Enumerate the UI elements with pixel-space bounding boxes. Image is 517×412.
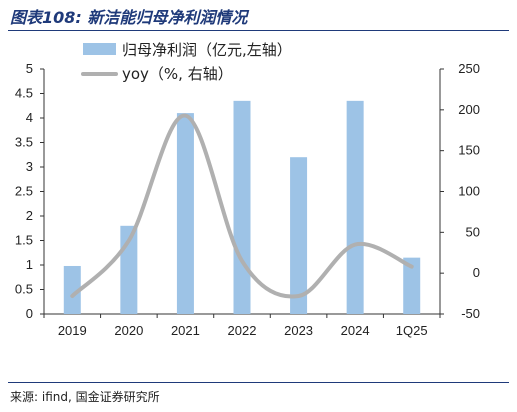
left-tick-label: 4.5 <box>15 86 33 101</box>
left-tick-label: 0 <box>26 306 33 321</box>
bar-net-profit <box>233 100 251 314</box>
chart-title: 图表108: 新洁能归母净利润情况 <box>10 8 248 27</box>
right-tick-label: 0 <box>473 265 480 280</box>
left-tick-label: 4 <box>26 110 33 125</box>
right-tick-label: 250 <box>458 61 480 76</box>
right-tick-label: 100 <box>458 184 480 199</box>
right-tick-label: 150 <box>458 143 480 158</box>
bar-net-profit <box>176 113 194 314</box>
left-tick-label: 3 <box>26 159 33 174</box>
x-tick-label: 2022 <box>228 323 257 338</box>
left-tick-label: 0.5 <box>15 282 33 297</box>
right-tick-label: 50 <box>466 224 480 239</box>
left-tick-label: 2 <box>26 208 33 223</box>
x-tick-label: 2021 <box>171 323 200 338</box>
x-tick-label: 1Q25 <box>396 323 428 338</box>
source-note: 来源: ifind, 国金证券研究所 <box>10 390 160 404</box>
left-tick-label: 1.5 <box>15 233 33 248</box>
right-tick-label: 200 <box>458 102 480 117</box>
bar-net-profit <box>290 157 308 314</box>
bar-net-profit <box>403 257 421 314</box>
left-tick-label: 1 <box>26 257 33 272</box>
title-rule <box>8 30 509 31</box>
bar-net-profit <box>346 100 364 314</box>
x-tick-label: 2020 <box>114 323 143 338</box>
left-tick-label: 2.5 <box>15 184 33 199</box>
legend-label-bar: 归母净利润（亿元,左轴） <box>122 41 292 59</box>
x-tick-label: 2019 <box>58 323 87 338</box>
bar-net-profit <box>63 265 81 314</box>
footer-rule <box>8 382 509 383</box>
line-yoy <box>70 113 414 299</box>
legend-label-line: yoy（%, 右轴） <box>122 65 233 83</box>
left-tick-label: 3.5 <box>15 135 33 150</box>
legend-swatch-bar <box>83 43 116 55</box>
x-tick-label: 2024 <box>341 323 370 338</box>
x-tick-label: 2023 <box>284 323 313 338</box>
left-tick-label: 5 <box>26 61 33 76</box>
right-tick-label: -50 <box>461 306 480 321</box>
